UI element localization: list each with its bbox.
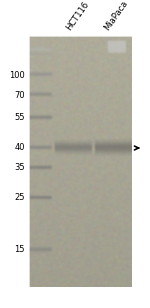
Text: 70: 70 [14,91,25,99]
Text: 25: 25 [15,193,25,202]
Text: 100: 100 [9,71,25,79]
Text: HCT116: HCT116 [65,0,91,32]
Text: 55: 55 [15,114,25,123]
Text: 15: 15 [15,245,25,254]
Text: 35: 35 [14,164,25,172]
Text: MiaPaca: MiaPaca [103,0,130,32]
Text: 40: 40 [15,144,25,152]
